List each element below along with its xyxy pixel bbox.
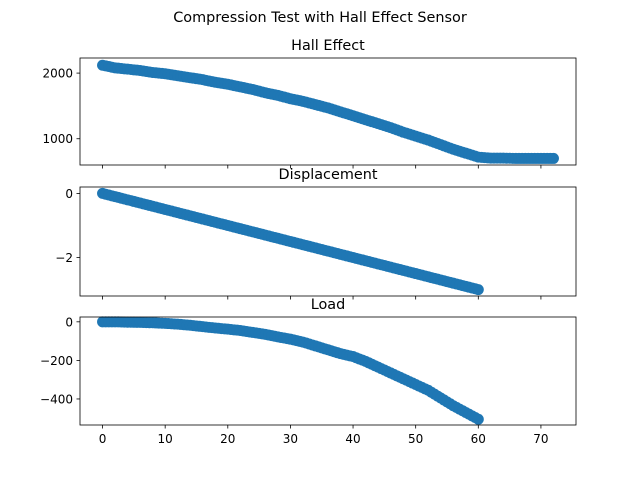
subplot-title: Load	[311, 297, 346, 313]
x-tick-label: 0	[99, 432, 107, 446]
series-markers	[97, 187, 484, 296]
y-tick-label: 0	[65, 315, 73, 329]
x-tick-label: 50	[408, 432, 423, 446]
subplot-title: Hall Effect	[291, 38, 365, 54]
x-tick-label: 70	[533, 432, 548, 446]
subplot-3: Load −400 −200 0 0 10 20 30 40 50 60 70	[40, 297, 577, 446]
y-tick-label: 2000	[42, 67, 73, 81]
data-point	[472, 284, 484, 296]
y-tick-label: 0	[65, 187, 73, 201]
y-tick-label: −200	[40, 354, 73, 368]
x-tick-label: 20	[220, 432, 235, 446]
data-point	[472, 413, 484, 425]
axes-frame	[79, 57, 577, 166]
subplot-title: Displacement	[279, 167, 378, 183]
subplot-2: Displacement −2 0	[55, 167, 577, 300]
x-tick-label: 30	[283, 432, 298, 446]
axes-frame	[79, 316, 577, 426]
y-tick-label: 1000	[42, 132, 73, 146]
axes-frame	[79, 186, 577, 297]
y-tick-label: −2	[55, 251, 73, 265]
figure-title: Compression Test with Hall Effect Sensor	[173, 10, 467, 26]
data-point	[547, 152, 559, 164]
x-tick-label: 10	[158, 432, 173, 446]
y-tick-label: −400	[40, 392, 73, 406]
x-tick-label: 60	[471, 432, 486, 446]
series-markers	[97, 316, 484, 425]
series-markers	[97, 59, 559, 164]
subplot-1: Hall Effect 1000 2000	[42, 38, 577, 169]
x-tick-label: 40	[345, 432, 360, 446]
